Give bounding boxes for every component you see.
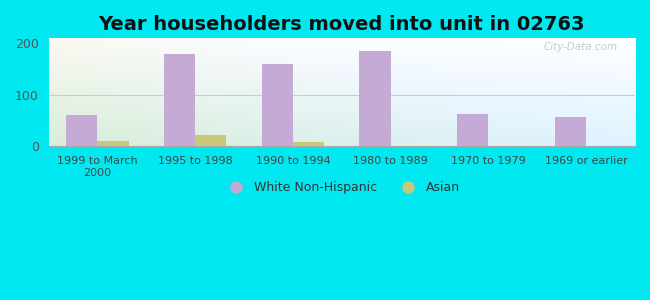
Bar (195, 135, 226, 146)
Bar (555, 117, 586, 146)
Bar (457, 114, 488, 146)
Bar (262, 64, 293, 146)
Text: City-Data.com: City-Data.com (543, 42, 618, 52)
Title: Year householders moved into unit in 02763: Year householders moved into unit in 027… (99, 15, 585, 34)
Legend: White Non-Hispanic, Asian: White Non-Hispanic, Asian (219, 176, 465, 199)
Bar (66, 116, 98, 146)
Bar (164, 54, 195, 146)
Bar (359, 51, 391, 146)
Bar (293, 142, 324, 146)
Bar (98, 141, 129, 146)
